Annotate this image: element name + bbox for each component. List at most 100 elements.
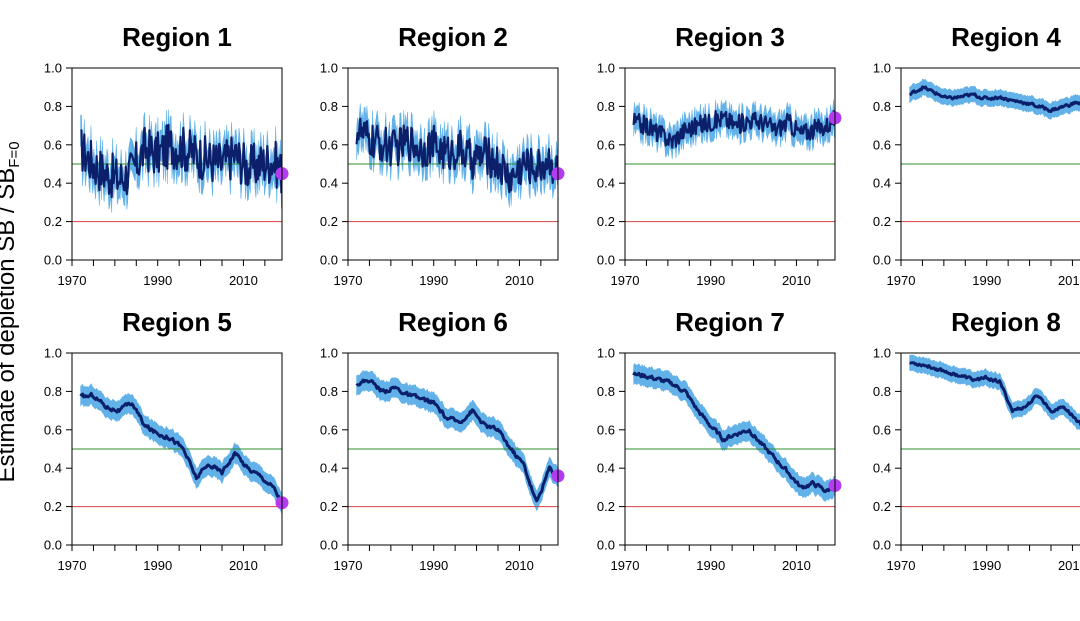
panel-title: Region 8 (951, 307, 1061, 337)
y-tick-label: 0.6 (44, 137, 62, 152)
y-tick-label: 0.6 (597, 137, 615, 152)
y-axis-label: Estimate of depletion SB / SBF=0 (0, 141, 23, 482)
x-tick-label: 1970 (887, 273, 916, 288)
x-tick-label: 2010 (505, 273, 534, 288)
x-tick-label: 1970 (334, 273, 363, 288)
y-tick-label: 0.6 (320, 422, 338, 437)
x-tick-label: 1970 (887, 558, 916, 573)
uncertainty-band (633, 99, 835, 160)
plot-frame (624, 352, 836, 546)
shared-y-axis-label: Estimate of depletion SB / SBF=0 (0, 141, 23, 482)
x-tick-label: 2010 (505, 558, 534, 573)
y-tick-label: 0.2 (597, 214, 615, 229)
x-tick-label: 2010 (782, 273, 811, 288)
panel-title: Region 7 (675, 307, 785, 337)
panel-title: Region 1 (122, 22, 232, 52)
estimate-line (909, 85, 1080, 114)
plot-area (901, 354, 1080, 508)
y-tick-label: 0.2 (873, 214, 891, 229)
panel-region-5: Region 5 0.0 0.2 0.4 0.6 0.8 1.0 1970 1990 2010 (44, 307, 289, 573)
y-tick-label: 0.2 (873, 499, 891, 514)
estimate-line (632, 110, 835, 149)
panel-region-4: Region 4 0.0 0.2 0.4 0.6 0.8 1.0 1970 1990 2010 (873, 22, 1080, 288)
y-tick-label: 0.4 (597, 176, 615, 191)
y-tick-label: 0.8 (873, 384, 891, 399)
y-tick-label: 0.2 (597, 499, 615, 514)
y-tick-label: 0.8 (320, 99, 338, 114)
y-tick-label: 0.4 (320, 176, 338, 191)
plot-frame (347, 67, 559, 261)
panel-title: Region 2 (398, 22, 508, 52)
panel-region-8: Region 8 0.0 0.2 0.4 0.6 0.8 1.0 1970 1990 2010 (873, 307, 1080, 573)
panel-region-6: Region 6 0.0 0.2 0.4 0.6 0.8 1.0 1970 1990 2010 (320, 307, 565, 573)
y-tick-label: 0.4 (44, 176, 62, 191)
plot-frame (624, 67, 836, 261)
plot-frame (347, 352, 559, 546)
y-tick-label: 1.0 (320, 346, 338, 361)
y-tick-label: 1.0 (597, 61, 615, 76)
x-tick-label: 1990 (143, 273, 172, 288)
y-tick-label: 1.0 (44, 346, 62, 361)
panel-title: Region 4 (951, 22, 1061, 52)
y-tick-label: 1.0 (597, 346, 615, 361)
estimate-line (355, 117, 558, 194)
x-tick-label: 2010 (1058, 558, 1080, 573)
y-tick-label: 0.8 (44, 99, 62, 114)
y-tick-label: 0.2 (44, 214, 62, 229)
x-tick-label: 2010 (1058, 273, 1080, 288)
plot-area (348, 103, 558, 223)
plot-area (625, 362, 835, 508)
x-tick-label: 1990 (419, 558, 448, 573)
estimate-line (909, 361, 1080, 427)
y-tick-label: 0.4 (44, 461, 62, 476)
uncertainty-band (909, 78, 1080, 120)
plot-frame (71, 352, 283, 546)
y-tick-label: 0.2 (320, 214, 338, 229)
y-tick-label: 0.0 (44, 538, 62, 553)
y-tick-label: 1.0 (873, 61, 891, 76)
plot-frame (71, 67, 283, 261)
x-tick-label: 2010 (782, 558, 811, 573)
panel-title: Region 3 (675, 22, 785, 52)
y-tick-label: 0.4 (873, 176, 891, 191)
plot-frame (900, 352, 1080, 546)
panel-region-7: Region 7 0.0 0.2 0.4 0.6 0.8 1.0 1970 1990 2010 (597, 307, 842, 573)
panel-region-3: Region 3 0.0 0.2 0.4 0.6 0.8 1.0 1970 1990 2010 (597, 22, 842, 288)
y-tick-label: 0.6 (320, 137, 338, 152)
y-tick-label: 0.4 (320, 461, 338, 476)
y-tick-label: 0.8 (597, 384, 615, 399)
plot-frame (900, 67, 1080, 261)
x-tick-label: 1990 (143, 558, 172, 573)
x-tick-label: 1970 (58, 558, 87, 573)
y-tick-label: 0.0 (873, 538, 891, 553)
y-tick-label: 0.0 (873, 253, 891, 268)
plot-area (72, 109, 282, 223)
y-tick-label: 0.4 (873, 461, 891, 476)
y-tick-label: 0.0 (597, 538, 615, 553)
x-tick-label: 2010 (229, 558, 258, 573)
y-tick-label: 0.4 (597, 461, 615, 476)
y-tick-label: 0.2 (320, 499, 338, 514)
x-tick-label: 1990 (696, 558, 725, 573)
y-tick-label: 0.0 (320, 253, 338, 268)
plot-area (625, 99, 835, 223)
y-tick-label: 0.6 (873, 137, 891, 152)
x-tick-label: 1970 (611, 558, 640, 573)
estimate-line (80, 123, 282, 199)
y-tick-label: 0.8 (320, 384, 338, 399)
panel-region-2: Region 2 0.0 0.2 0.4 0.6 0.8 1.0 1970 1990 2010 (320, 22, 565, 288)
y-tick-label: 0.6 (597, 422, 615, 437)
x-tick-label: 1970 (611, 273, 640, 288)
x-tick-label: 1970 (334, 558, 363, 573)
y-tick-label: 0.2 (44, 499, 62, 514)
plot-area (72, 383, 282, 515)
y-tick-label: 0.8 (44, 384, 62, 399)
panel-title: Region 5 (122, 307, 232, 337)
plot-area (901, 78, 1080, 223)
panel-title: Region 6 (398, 307, 508, 337)
x-tick-label: 1990 (419, 273, 448, 288)
x-tick-label: 1990 (972, 558, 1001, 573)
estimate-line (355, 378, 558, 503)
